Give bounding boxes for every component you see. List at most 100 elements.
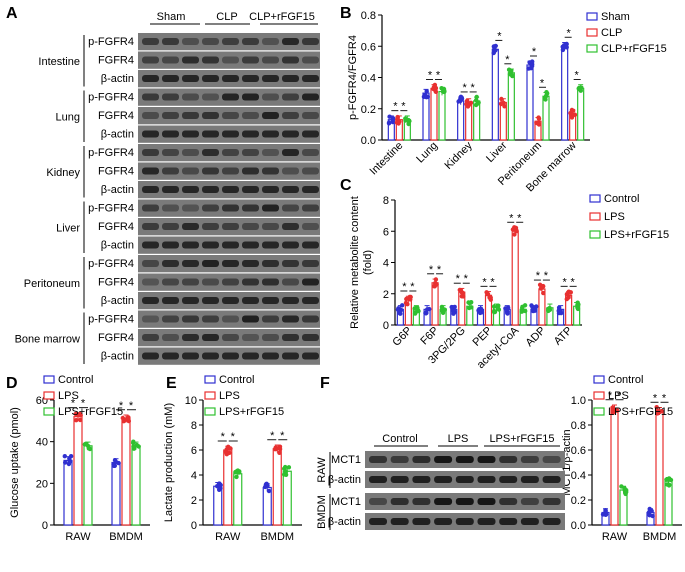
y-tick-label: 0.2 [571, 495, 586, 507]
data-point [266, 488, 272, 494]
sig-star: * [544, 270, 549, 282]
blot-band [302, 204, 319, 212]
row-label: β-actin [101, 240, 134, 252]
sig-star: * [401, 101, 406, 113]
legend-swatch [586, 44, 598, 53]
data-point [66, 461, 72, 467]
data-point [569, 115, 575, 120]
blot-band [162, 260, 179, 267]
blot-band [162, 112, 179, 119]
data-point [623, 491, 628, 497]
data-point [536, 116, 542, 121]
row-label: β-actin [101, 295, 134, 307]
blot-band [242, 38, 259, 45]
x-tick-label: BMDM [643, 531, 677, 543]
y-tick-label: 20 [36, 478, 48, 490]
bar [272, 448, 282, 526]
blot-band [182, 204, 199, 212]
blot-band [202, 167, 219, 175]
blot-band [162, 186, 179, 193]
blot-band [302, 130, 319, 138]
data-point [234, 474, 239, 480]
y-tick-label: 8 [383, 195, 389, 207]
data-point [514, 228, 519, 233]
x-tick-label: F6P [418, 325, 441, 348]
data-point [82, 442, 88, 447]
legend-swatch [589, 212, 601, 221]
sig-star: * [509, 212, 514, 224]
data-point [434, 281, 439, 287]
blot-band [282, 112, 299, 119]
legend-label: LPS+rFGF15 [608, 406, 673, 418]
blot-band [202, 260, 219, 267]
blot-band [282, 241, 299, 249]
blot-band [390, 476, 409, 483]
row-label: FGFR4 [98, 55, 134, 67]
legend-label: Control [219, 374, 254, 386]
row-label: FGFR4 [98, 166, 134, 178]
legend-swatch [593, 407, 605, 416]
legend-label: LPS [58, 390, 79, 402]
data-point [226, 444, 231, 449]
data-point [413, 310, 418, 315]
panel-letter-E: E [166, 375, 177, 392]
data-point [408, 297, 413, 302]
data-point [487, 295, 492, 300]
sig-star: * [81, 398, 86, 410]
blot-band [202, 204, 219, 212]
blot-band [302, 278, 319, 286]
blot-band [262, 167, 279, 175]
data-point [509, 73, 515, 78]
blot-band [302, 186, 319, 193]
data-point [566, 289, 571, 294]
blot-band [182, 223, 199, 230]
blot-band [182, 130, 199, 138]
data-point [496, 303, 501, 308]
blot-band [162, 315, 179, 323]
blot-band [242, 223, 259, 230]
blot-band [282, 260, 299, 267]
blot-band [520, 456, 539, 463]
blot-band [302, 38, 319, 45]
legend-label: Control [604, 193, 639, 205]
blot-band [162, 93, 179, 101]
blot-strip [138, 107, 320, 125]
tissue-label: Liver [56, 222, 80, 234]
blot-band [142, 130, 159, 138]
blot-band [282, 75, 299, 82]
legend-swatch [593, 391, 605, 400]
blot-band [162, 38, 179, 45]
data-point [533, 306, 538, 312]
data-point [523, 308, 528, 314]
legend-label: LPS+rFGF15 [219, 406, 284, 418]
blot-band [202, 315, 219, 323]
data-point [541, 290, 546, 296]
data-point [126, 415, 131, 420]
blot-band [222, 93, 239, 101]
blot-band [434, 476, 453, 483]
row-label: β-actin [101, 351, 134, 363]
blot-band [302, 352, 319, 360]
data-point [274, 446, 279, 451]
blot-band [369, 498, 387, 505]
panel-letter-D: D [6, 375, 18, 392]
sig-star: * [270, 430, 275, 442]
data-point [467, 300, 472, 306]
data-point [484, 290, 489, 295]
bar [526, 64, 534, 141]
blot-band [499, 518, 518, 525]
data-point [502, 104, 507, 109]
y-tick-label: 6 [191, 445, 197, 457]
blot-band [142, 315, 159, 323]
data-point [564, 44, 569, 49]
blot-band [262, 112, 279, 119]
blot-band [202, 56, 219, 64]
y-tick-label: 0.8 [571, 420, 586, 432]
data-point [73, 411, 78, 417]
blot-band [222, 223, 239, 230]
blot-band [242, 130, 259, 138]
blot-band [182, 38, 199, 45]
blot-band [499, 498, 518, 505]
data-point [496, 307, 502, 312]
